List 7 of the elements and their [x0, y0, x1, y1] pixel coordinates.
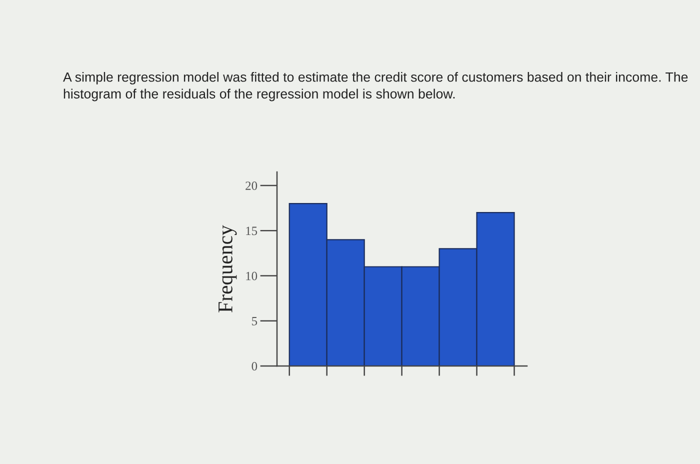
y-tick-label: 0 — [252, 362, 258, 370]
chart-title: A simple regression model was fitted to estimate the credit score of customers based on their income. The histogram of the residuals of the regression model is shown below. — [63, 72, 688, 102]
y-tick-label: 10 — [246, 272, 258, 280]
y-tick-label: 15 — [246, 226, 258, 236]
y-axis-title: Frequency — [218, 225, 237, 312]
y-tick-label: 20 — [246, 182, 258, 190]
y-tick-label: 5 — [252, 317, 258, 326]
